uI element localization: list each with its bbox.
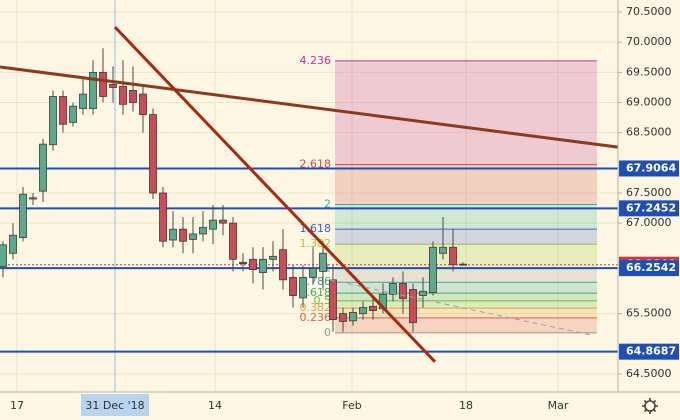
candle-body [369, 305, 377, 311]
fib-band [335, 300, 597, 309]
fib-label: 4.236 [300, 54, 332, 67]
candle-body [0, 244, 7, 267]
candle-body [439, 246, 447, 254]
fib-band [335, 60, 597, 165]
price-badge [619, 200, 679, 217]
y-tick-label: 65.5000 [626, 307, 672, 320]
fib-label: 0.236 [300, 311, 332, 324]
y-tick-label: 67.5000 [626, 186, 672, 199]
fib-band [335, 308, 597, 318]
y-tick-label: 67.0000 [626, 216, 672, 229]
candle-body [329, 279, 337, 321]
fib-label: 1.618 [300, 222, 332, 235]
candle-body [349, 311, 357, 322]
price-badge [619, 343, 679, 360]
candle-body [69, 105, 77, 123]
candle-body [239, 261, 247, 264]
fib-label: 0.382 [300, 301, 332, 314]
trend-line [0, 65, 619, 149]
fib-band [335, 293, 597, 301]
candle-body [59, 96, 67, 125]
candle-body [189, 233, 197, 240]
candle-body [149, 114, 157, 194]
candle-body [249, 258, 257, 270]
fib-label: 2 [324, 197, 331, 210]
candle-body [269, 255, 277, 260]
candle-body [339, 313, 347, 322]
fib-label: 2.618 [300, 158, 332, 171]
candle-body [169, 228, 177, 241]
candle-body [99, 71, 107, 97]
x-tick-label: Feb [342, 399, 361, 412]
y-tick-label: 70.5000 [626, 5, 672, 18]
fib-band [335, 282, 597, 294]
candle-body [319, 252, 327, 272]
fib-band [335, 229, 597, 245]
fib-label: 0.5 [314, 294, 332, 307]
candle-body [39, 143, 47, 192]
candle-body [389, 283, 397, 295]
candle-body [359, 307, 367, 315]
candle-body [299, 277, 307, 299]
candle-body [219, 219, 227, 224]
candle-body [139, 93, 147, 115]
candle-body [49, 96, 57, 146]
candle-body [429, 246, 437, 293]
candle-body [279, 249, 287, 281]
gear-teeth [642, 398, 658, 414]
candle-body [159, 192, 167, 242]
fib-band [335, 317, 597, 333]
settings-icon[interactable] [642, 398, 658, 414]
candle-body [419, 290, 427, 296]
candle-body [259, 258, 267, 273]
candle-body [409, 289, 417, 324]
price-badge-label: 64.8687 [626, 345, 676, 358]
candle-body [229, 222, 237, 260]
x-tick-label: 18 [459, 399, 473, 412]
candle-body [119, 85, 127, 105]
candle-body [399, 283, 407, 299]
fib-band [335, 164, 597, 205]
y-tick-label: 69.0000 [626, 96, 672, 109]
fib-band [335, 268, 597, 283]
x-tick-label: 31 Dec '18 [85, 399, 144, 412]
candle-body [309, 267, 317, 278]
price-badge-label: 66.2542 [626, 261, 676, 274]
candle-body [29, 197, 37, 200]
price-badge-label: 67.9064 [626, 161, 676, 174]
candle-body [199, 226, 207, 235]
candle-body [179, 228, 187, 242]
candle-body [9, 234, 17, 254]
candle-body [129, 90, 137, 103]
trend-line [113, 26, 437, 363]
price-badge-label: 67.2452 [626, 201, 676, 214]
x-tick-label: 14 [208, 399, 222, 412]
plot-area: 00.2360.3820.50.6180.78611.3821.61822.61… [0, 0, 619, 392]
candle-body [459, 263, 467, 266]
fib-label: 0 [324, 326, 331, 339]
candle-body [89, 71, 97, 109]
candle-body [209, 219, 217, 230]
price-badge [619, 160, 679, 177]
crosshair-label-box [81, 394, 149, 416]
candle-body [109, 84, 117, 88]
y-tick-label: 70.0000 [626, 35, 672, 48]
y-tick-label: 68.5000 [626, 126, 672, 139]
candle-body [449, 246, 457, 266]
price-badge [619, 260, 679, 277]
x-tick-label: 17 [10, 399, 24, 412]
x-tick-label: Mar [548, 399, 569, 412]
candle-body [79, 93, 87, 109]
candle-body [289, 277, 297, 296]
y-tick-label: 64.5000 [626, 367, 672, 380]
candle-body [19, 193, 27, 239]
y-tick-label: 69.5000 [626, 65, 672, 78]
